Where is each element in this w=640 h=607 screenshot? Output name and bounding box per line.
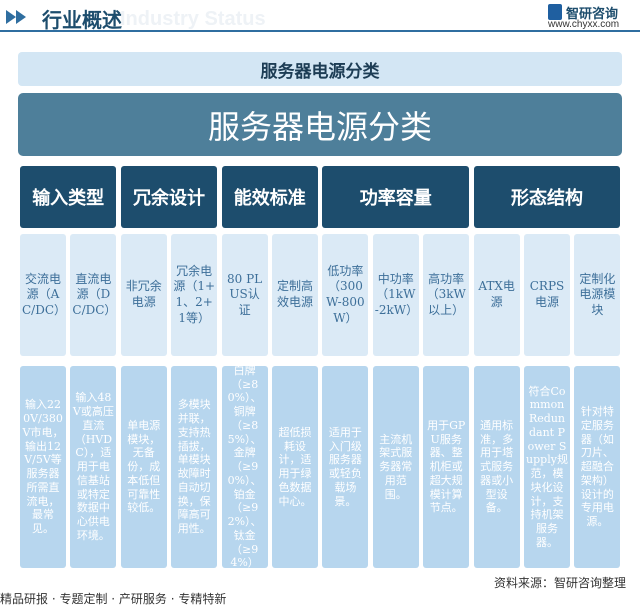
item-name: 非冗余电源 [120,234,167,356]
item-name: 定制高效电源 [272,234,318,356]
item-description: 用于GPU服务器、整机柜或超大规模计算节点。 [423,366,470,568]
footer-source: 资料来源：智研咨询整理 [494,576,627,590]
header-icon [6,10,26,24]
item-description: 输入48V或高压直流（HVDC），适用于电信基站或特定数据中心供电环境。 [70,366,117,568]
brand-url: www.chyxx.com [548,19,620,30]
brand-logo [548,4,562,20]
banner: 服务器电源分类 [18,52,622,86]
item-description: 多模块并联，支持热插拔，单模块故障时自动切换，保障高可用性。 [171,366,218,568]
item-name: CRPS电源 [524,234,570,356]
item-description: 白牌（≥80%）、铜牌（≥85%）、金牌（≥90%）、铂金（≥92%）、钛金（≥… [221,364,268,569]
item-name: 直流电源（DC/DC） [70,234,116,356]
main-title: 服务器电源分类 [18,93,622,156]
item-description: 输入220V/380V市电，输出12V/5V等服务器所需直流电，最常见。 [20,366,66,568]
item-description: 适用于入门级服务器或轻负载场景。 [322,366,369,568]
item-name: 低功率（300W-800W） [322,234,369,356]
category-header: 冗余设计 [120,166,218,228]
item-name: 中功率（1kW-2kW） [372,234,419,356]
brand-name: 智研咨询 [566,7,619,22]
item-name: 冗余电源（1+1、2+1等） [171,234,218,356]
item-name: 高功率（3kW以上） [423,234,470,356]
item-description: 单电源模块，无备份，成本低但可靠性较低。 [120,366,167,568]
header-watermark: Industry Status [120,8,266,30]
item-description: 通用标准，多用于塔式服务器或小型设备。 [473,366,520,568]
category-header: 能效标准 [221,166,318,228]
category-header: 输入类型 [20,166,117,228]
footer-services: 精品研报 · 专题定制 · 产研服务 · 专精特新 [0,592,227,606]
item-description: 超低损耗设计，适用于绿色数据中心。 [272,366,318,568]
header-title: 行业概述 [42,8,122,32]
item-description: 主流机架式服务器常用范围。 [372,366,419,568]
item-description: 符合Common Redundant Power Supply规范，模块化设计，… [524,366,570,568]
header-rule [0,30,640,32]
item-name: 定制化电源模块 [574,234,621,356]
item-name: ATX电源 [473,234,520,356]
item-name: 80 PLUS认证 [221,234,268,356]
category-header: 形态结构 [473,166,621,228]
category-header: 功率容量 [322,166,470,228]
item-description: 针对特定服务器（如刀片、超融合架构）设计的专用电源。 [574,366,621,568]
item-name: 交流电源（AC/DC） [20,234,66,356]
